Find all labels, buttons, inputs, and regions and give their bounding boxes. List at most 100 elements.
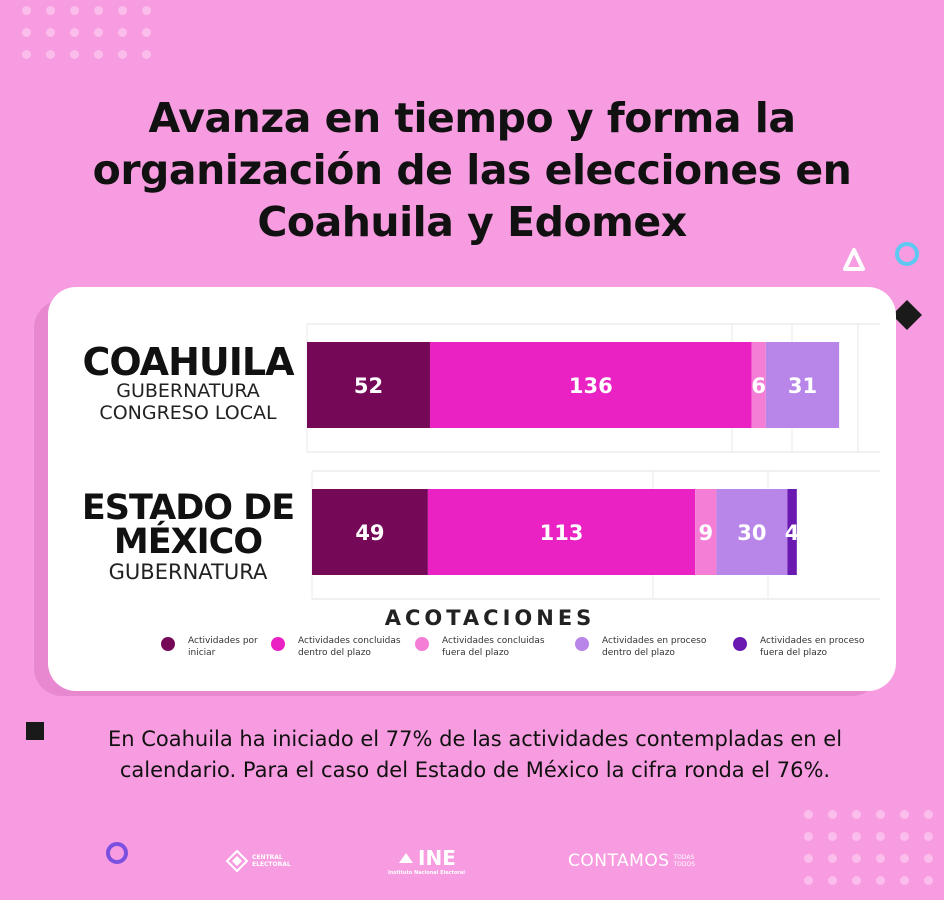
decorative-dot xyxy=(900,832,909,841)
category-title: COAHUILA xyxy=(82,340,295,384)
category-subtitle: GUBERNATURA xyxy=(109,560,268,584)
decorative-dot xyxy=(804,832,813,841)
decorative-dot xyxy=(22,50,31,59)
decorative-dot xyxy=(118,6,127,15)
decorative-dot xyxy=(118,50,127,59)
todos-label: TODOS xyxy=(673,861,696,868)
ine-icon xyxy=(399,853,414,863)
data-label: 136 xyxy=(569,374,613,398)
decorative-dot xyxy=(852,810,861,819)
data-label: 4 xyxy=(785,521,800,545)
decorative-dot xyxy=(142,28,151,37)
ine-label: INE xyxy=(418,846,456,870)
decorative-dot xyxy=(70,6,79,15)
decorative-dot xyxy=(900,854,909,863)
legend-label: dentro del plazo xyxy=(298,648,371,658)
legend-swatch xyxy=(575,637,589,651)
decorative-dot xyxy=(46,6,55,15)
decorative-dot xyxy=(22,6,31,15)
bar-segment xyxy=(765,342,840,428)
decorative-dot xyxy=(924,832,933,841)
legend-label: fuera del plazo xyxy=(760,648,828,658)
decorative-dot xyxy=(924,876,933,885)
legend-label: Actividades en proceso xyxy=(602,636,707,646)
decorative-dot xyxy=(94,6,103,15)
decorative-dot xyxy=(804,854,813,863)
legend-label: Actividades en proceso xyxy=(760,636,865,646)
decorative-dot xyxy=(46,28,55,37)
decorative-dot xyxy=(852,876,861,885)
decorative-dot xyxy=(828,810,837,819)
bar-segment xyxy=(307,342,430,428)
data-label: 31 xyxy=(788,374,817,398)
decorative-dot xyxy=(804,810,813,819)
caption-text: En Coahuila ha iniciado el 77% de las ac… xyxy=(107,727,843,782)
decorative-dot xyxy=(924,810,933,819)
decorative-dot xyxy=(70,50,79,59)
legend-swatch xyxy=(271,637,285,651)
decorative-dot xyxy=(876,876,885,885)
decorative-dot xyxy=(70,28,79,37)
decorative-dot xyxy=(22,28,31,37)
circle-outline-icon xyxy=(895,242,919,266)
decorative-dot xyxy=(94,28,103,37)
decorative-dot xyxy=(828,854,837,863)
decorative-dot xyxy=(142,6,151,15)
data-label: 113 xyxy=(540,521,584,545)
page-title: Avanza en tiempo y forma la organización… xyxy=(92,94,852,246)
chart-card: 52 136 6 31 49 113 9 30 4 COAHUILA GUBERNATURA CONG… xyxy=(48,287,896,691)
decorative-dot xyxy=(828,832,837,841)
decorative-dot xyxy=(924,854,933,863)
data-label: 52 xyxy=(354,374,383,398)
bar-segment xyxy=(427,489,696,575)
ine-logo: INE Instituto Nacional Electoral xyxy=(388,846,465,880)
legend-title: ACOTACIONES xyxy=(385,606,596,630)
bar-segment xyxy=(695,489,717,575)
triangle-icon xyxy=(843,248,865,271)
decorative-dot xyxy=(118,28,127,37)
decorative-dot xyxy=(804,876,813,885)
central-electoral-icon xyxy=(226,850,248,872)
decorative-dot xyxy=(876,810,885,819)
legend-swatch xyxy=(415,637,429,651)
bar-segment xyxy=(312,489,428,575)
ine-sub-label: Instituto Nacional Electoral xyxy=(388,870,465,876)
legend-label: Actividades concluidas xyxy=(298,636,401,646)
decorative-dot xyxy=(852,854,861,863)
legend-label: Actividades por xyxy=(188,636,258,646)
legend-swatch xyxy=(161,637,175,651)
bar-segment xyxy=(429,342,752,428)
legend-label: dentro del plazo xyxy=(602,648,675,658)
central-label: CENTRAL xyxy=(252,854,283,861)
square-icon xyxy=(26,722,44,740)
category-title: ESTADO DE xyxy=(82,488,294,528)
decorative-dot xyxy=(46,50,55,59)
category-subtitle: GUBERNATURA xyxy=(116,380,260,402)
decorative-dot xyxy=(142,50,151,59)
decorative-dot xyxy=(900,810,909,819)
decorative-dot xyxy=(852,832,861,841)
central-electoral-logo: CENTRAL ELECTORAL xyxy=(226,846,291,876)
legend-label: iniciar xyxy=(188,648,216,658)
decorative-dot xyxy=(876,832,885,841)
decorative-dot xyxy=(94,50,103,59)
legend-label: fuera del plazo xyxy=(442,648,510,658)
contamos-label: CONTAMOS xyxy=(568,851,670,871)
legend-swatch xyxy=(733,637,747,651)
decorative-dot xyxy=(828,876,837,885)
circle-outline-icon xyxy=(106,842,128,864)
bar-segment xyxy=(716,489,788,575)
data-label: 6 xyxy=(751,374,766,398)
bar-segment xyxy=(751,342,766,428)
category-subtitle: CONGRESO LOCAL xyxy=(99,402,277,424)
data-label: 9 xyxy=(698,521,713,545)
todas-label: TODAS xyxy=(673,854,695,861)
data-label: 49 xyxy=(355,521,384,545)
contamos-logo: CONTAMOS TODAS TODOS xyxy=(568,846,695,876)
decorative-dot xyxy=(876,854,885,863)
electoral-label: ELECTORAL xyxy=(252,861,291,868)
diamond-icon xyxy=(892,300,922,330)
decorative-dot xyxy=(900,876,909,885)
data-label: 30 xyxy=(737,521,766,545)
